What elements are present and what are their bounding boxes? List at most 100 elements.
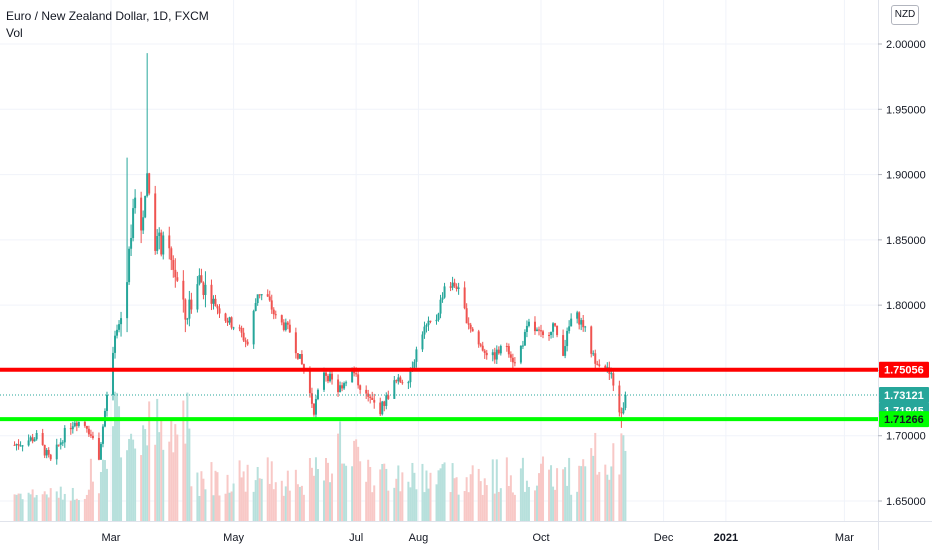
candle-body [97, 438, 100, 460]
volume-bar [564, 467, 567, 521]
candle-body [435, 319, 438, 322]
candle-body [533, 321, 536, 332]
volume-bar [174, 424, 177, 521]
volume-bar [33, 497, 36, 521]
candle-body [99, 443, 102, 460]
candle-body [162, 235, 165, 255]
candle-body [357, 374, 360, 386]
candle-body [13, 444, 16, 446]
volume-bar [345, 465, 348, 521]
volume-bar [294, 469, 297, 521]
candle-body [31, 437, 34, 442]
volume-bar [467, 492, 470, 521]
volume-bar [491, 459, 494, 521]
volume-bar [554, 489, 557, 521]
candle-body [535, 329, 538, 332]
volume-bar [540, 463, 542, 521]
volume-bar [310, 467, 313, 521]
candle-body [228, 317, 231, 323]
volume-bar [176, 434, 179, 521]
candle-body [439, 299, 442, 314]
volume-bar [316, 469, 319, 521]
volume-bar [527, 486, 530, 521]
volume-bar [401, 472, 404, 521]
candle-body [254, 303, 257, 311]
candle-body [584, 326, 587, 328]
candle-body [116, 329, 119, 336]
volume-bar [204, 489, 207, 521]
candle-body [118, 324, 121, 330]
candle-body [232, 327, 235, 329]
volume-bar [343, 463, 346, 521]
candle-body [339, 385, 342, 393]
volume-bar [387, 490, 390, 521]
candle-body [71, 426, 74, 430]
volume-bar [45, 494, 48, 521]
candle-body [594, 353, 597, 364]
volume-bar [552, 486, 555, 521]
candle-body [302, 364, 305, 371]
candle-body [45, 449, 48, 456]
volume-bar [485, 485, 488, 521]
volume-bar [71, 487, 74, 521]
support-price-label-text: 1.71266 [884, 414, 924, 426]
candle-body [582, 320, 585, 328]
candle-body [441, 297, 444, 300]
volume-bar [21, 499, 24, 521]
volume-bar [242, 471, 245, 521]
volume-bar [224, 493, 227, 521]
candle-body [453, 282, 456, 287]
candle-body [226, 320, 229, 323]
volume-bar [477, 468, 480, 521]
candle-body [407, 382, 410, 384]
volume-bar [148, 401, 151, 521]
candle-body [294, 332, 297, 354]
candle-body [280, 315, 283, 323]
volume-bar [371, 492, 374, 521]
candle-body [130, 238, 133, 249]
candle-body [527, 321, 530, 326]
volume-bar [437, 470, 440, 521]
volume-bar [383, 463, 386, 521]
candle-body [91, 435, 94, 439]
x-tick-label: Aug [409, 532, 429, 544]
volume-bar [196, 472, 199, 521]
volume-bar [200, 471, 203, 521]
volume-bar [232, 483, 235, 521]
volume-bar [415, 489, 418, 521]
candle-body [383, 401, 386, 406]
volume-bar [43, 491, 46, 521]
candle-body [21, 445, 24, 447]
candle-body [27, 440, 30, 446]
candle-body [481, 345, 484, 351]
support-price-label: 1.71266 [879, 411, 929, 428]
y-tick-label: 2.00000 [886, 39, 926, 51]
volume-bar [170, 418, 173, 521]
candle-body [282, 322, 285, 330]
volume-bar [210, 462, 213, 521]
candle-body [224, 313, 227, 321]
volume-bar [97, 493, 100, 521]
resistance-price-label: 1.75056 [879, 361, 929, 378]
volume-bar [322, 480, 325, 521]
candle-body [423, 326, 426, 335]
candle-body [505, 346, 508, 348]
volume-bar [550, 465, 553, 521]
candle-body [59, 442, 62, 445]
candle-body [397, 377, 400, 382]
currency-button[interactable]: NZD [891, 5, 919, 25]
candle-body [140, 197, 143, 231]
volume-bar [427, 488, 430, 521]
volume-bar [286, 470, 289, 521]
volume-bar [162, 449, 165, 521]
candle-body [310, 393, 313, 404]
volume-bar [91, 481, 94, 521]
volume-bar [63, 493, 66, 521]
candle-body [477, 331, 480, 345]
candle-body [329, 373, 332, 382]
candle-body [298, 354, 301, 359]
volume-bar [186, 392, 189, 521]
candle-body [256, 294, 259, 304]
candle-body [576, 312, 579, 319]
